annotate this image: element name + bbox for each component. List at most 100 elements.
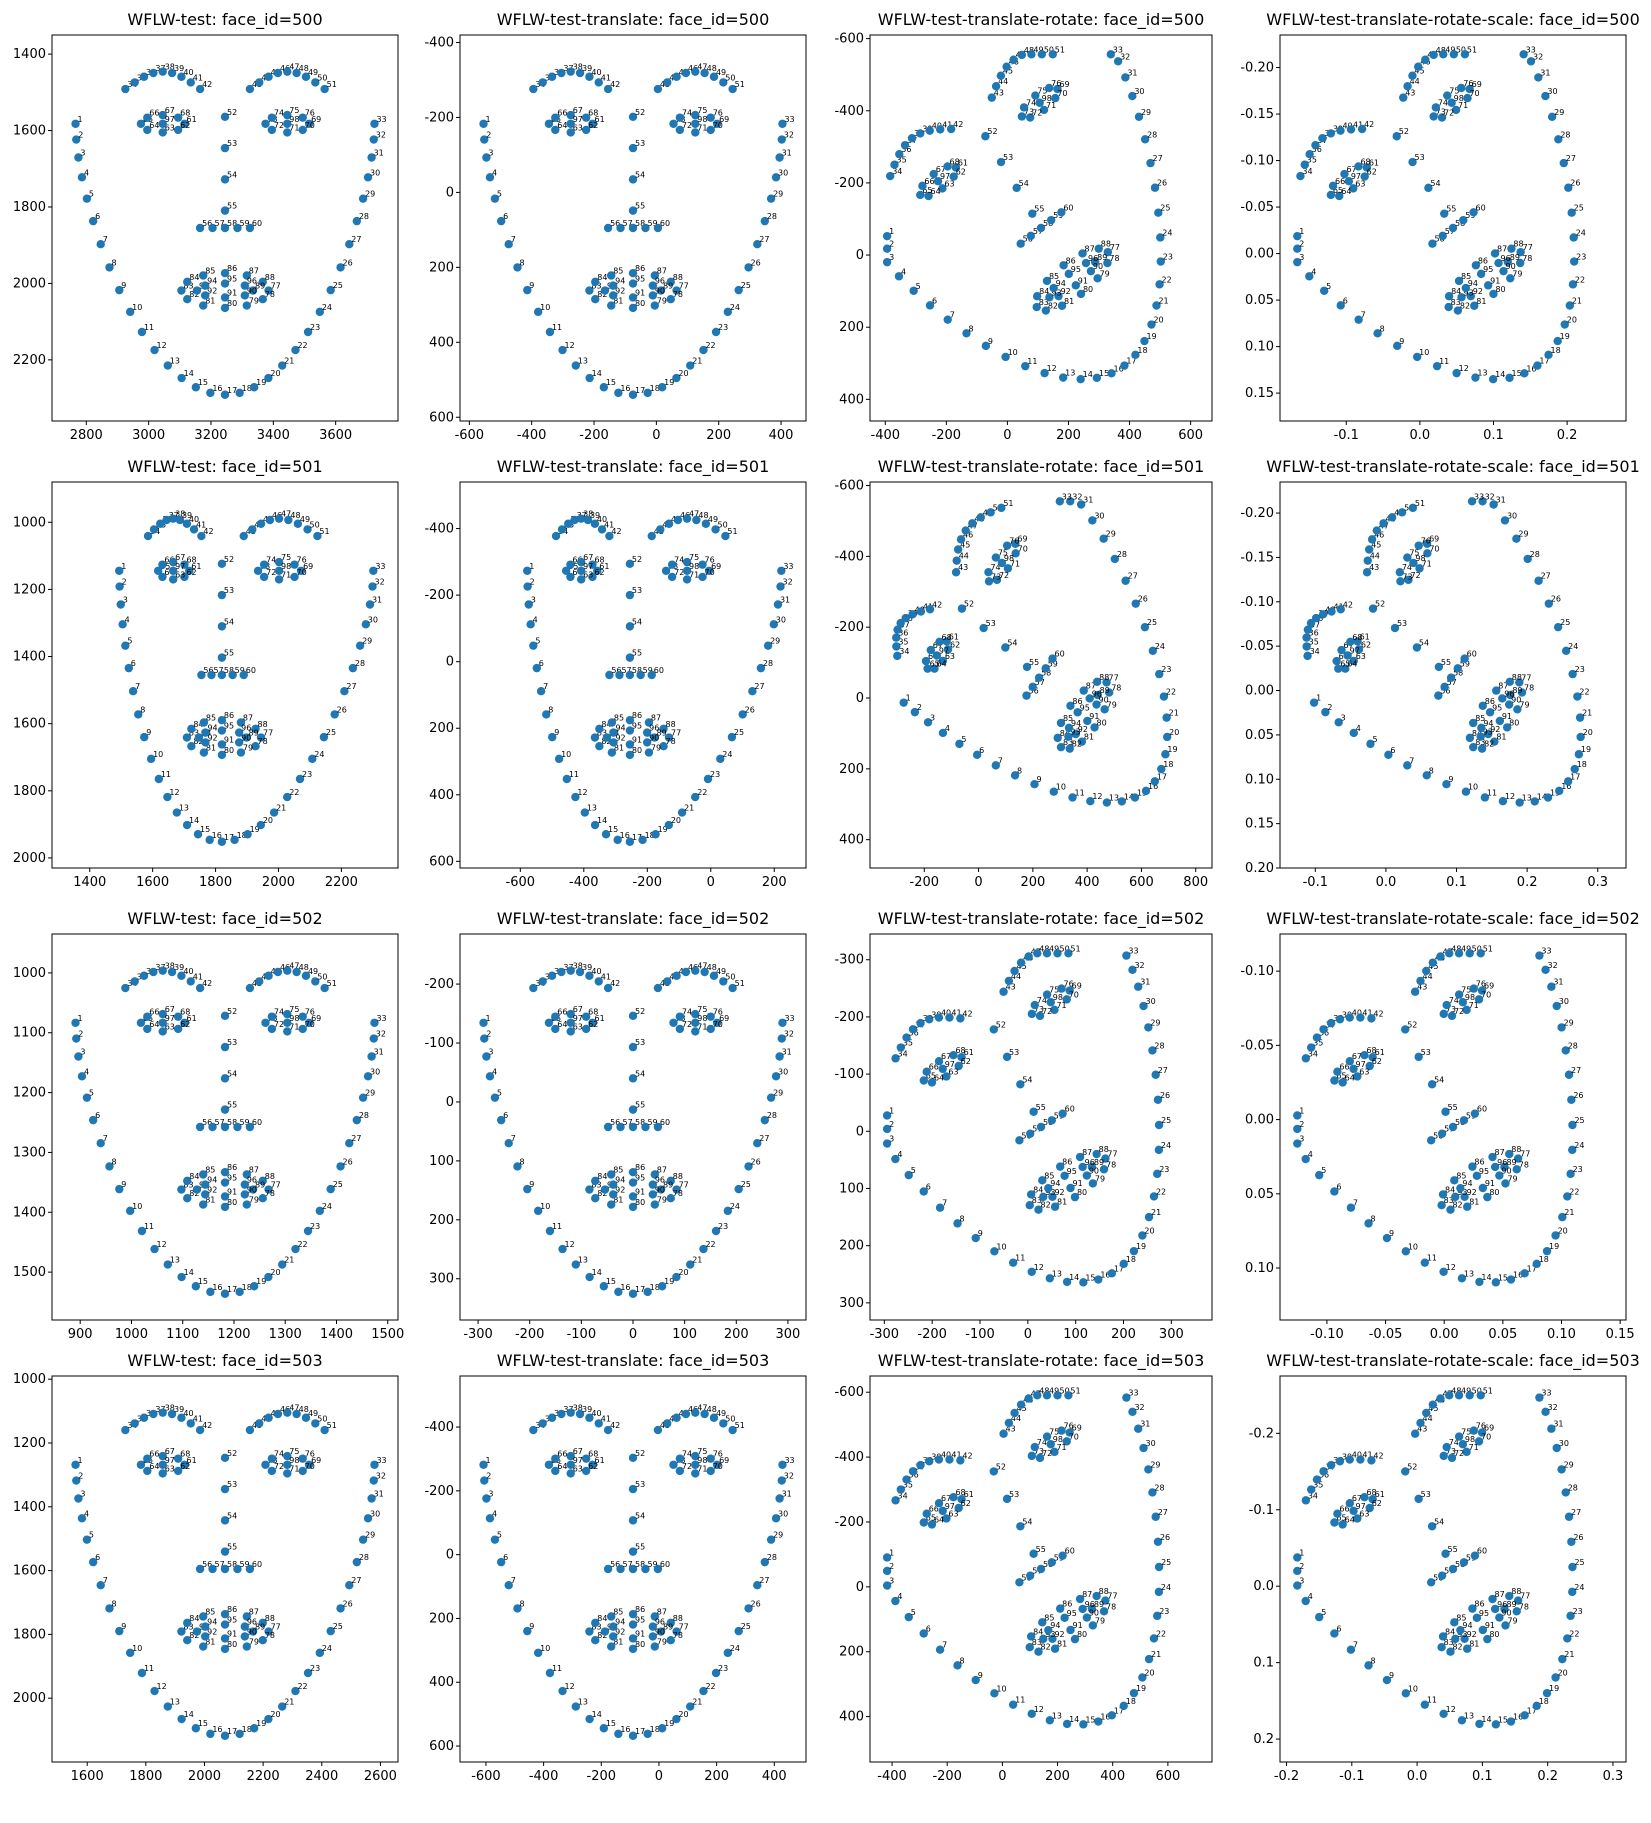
landmark-point	[348, 663, 358, 673]
x-tick-label: 2000	[188, 1769, 221, 1784]
landmark-label: 29	[1150, 1018, 1160, 1027]
landmark-label: 87	[657, 266, 667, 275]
landmark-point	[1373, 329, 1382, 338]
y-tick-label: 0.15	[1245, 817, 1274, 832]
landmark-point	[542, 710, 551, 719]
landmark-point	[1565, 301, 1575, 310]
landmark-point	[253, 566, 263, 575]
landmark-point	[228, 670, 237, 680]
landmark-label: 1	[486, 115, 491, 124]
landmark-label: 91	[1073, 1179, 1083, 1188]
landmark-label: 63	[175, 570, 185, 579]
landmark-label: 27	[1571, 1066, 1581, 1075]
landmark-label: 30	[370, 1067, 380, 1076]
landmark-label: 55	[227, 202, 237, 211]
landmark-point	[666, 277, 675, 287]
landmark-point	[183, 277, 192, 287]
landmark-label: 78	[1519, 1602, 1529, 1611]
landmark-label: 16	[212, 1283, 222, 1292]
landmark-label: 2	[889, 1562, 894, 1571]
landmark-label: 38	[573, 63, 583, 72]
landmark-label: 7	[103, 235, 108, 244]
landmark-label: 68	[594, 556, 604, 565]
landmark-point	[261, 119, 270, 128]
landmark-point	[590, 820, 600, 830]
landmark-point	[1131, 350, 1140, 360]
landmark-label: 97	[165, 1014, 175, 1023]
x-tick-label: 800	[1183, 875, 1208, 890]
landmark-label: 79	[1095, 1616, 1105, 1625]
landmark-point	[1293, 244, 1302, 253]
landmark-label: 83	[1451, 298, 1461, 307]
subplot-5: WFLW-test-translate: face_id=501-600 -400…	[424, 457, 807, 890]
landmark-point	[599, 383, 609, 392]
subplot-1: WFLW-test-translate: face_id=500-600 -400…	[424, 10, 807, 443]
landmark-label: 86	[224, 711, 234, 720]
y-tick-label: 0.0	[1253, 1579, 1274, 1594]
landmark-label: 5	[497, 1531, 502, 1540]
landmark-label: 15	[198, 378, 208, 387]
landmark-label: 71	[697, 123, 707, 132]
landmark-label: 22	[1162, 275, 1172, 284]
landmark-label: 33	[1541, 1389, 1551, 1398]
landmark-label: 52	[1407, 1462, 1417, 1471]
landmark-label: 31	[1553, 1420, 1563, 1429]
landmark-label: 54	[1022, 1517, 1032, 1526]
y-tick-label: 300	[839, 1296, 864, 1311]
y-tick-label: 1600	[13, 124, 46, 139]
landmark-label: 7	[950, 311, 955, 320]
landmark-label: 96	[1085, 1600, 1095, 1609]
landmark-label: 13	[587, 804, 597, 813]
landmark-point	[581, 113, 591, 122]
landmark-label: 13	[170, 1256, 180, 1265]
landmark-label: 97	[1350, 646, 1360, 655]
landmark-label: 81	[1064, 297, 1074, 306]
landmark-label: 6	[1336, 1182, 1341, 1191]
landmark-label: 53	[227, 139, 237, 148]
landmark-label: 76	[1009, 537, 1019, 546]
landmark-label: 23	[1573, 1607, 1583, 1616]
landmark-point	[274, 514, 284, 523]
landmark-point	[628, 143, 638, 153]
landmark-point	[177, 373, 186, 383]
landmark-label: 59	[1465, 211, 1475, 220]
x-tick-label: -400	[529, 1769, 559, 1784]
landmark-point	[628, 268, 638, 278]
subplot-title: WFLW-test-translate: face_id=502	[497, 909, 770, 929]
landmark-point	[206, 388, 215, 398]
landmark-label: 95	[635, 275, 645, 284]
landmark-label: 32	[1533, 52, 1543, 61]
landmark-label: 32	[1072, 492, 1082, 501]
landmark-label: 12	[565, 341, 575, 350]
landmark-point	[943, 162, 952, 171]
landmark-label: 5	[127, 637, 132, 646]
landmark-label: 11	[1439, 357, 1449, 366]
landmark-label: 89	[255, 282, 265, 291]
landmark-label: 66	[557, 109, 567, 118]
landmark-point	[1564, 183, 1573, 192]
landmark-label: 78	[1106, 1160, 1116, 1169]
landmark-label: 7	[103, 1576, 108, 1585]
landmark-label: 78	[666, 737, 676, 746]
landmark-label: 96	[1501, 254, 1511, 263]
landmark-label: 11	[552, 323, 562, 332]
landmark-point	[1466, 291, 1475, 301]
landmark-label: 28	[1154, 1483, 1164, 1492]
landmark-label: 6	[503, 1553, 508, 1562]
landmark-label: 9	[146, 728, 151, 737]
landmark-label: 67	[573, 1005, 583, 1014]
landmark-label: 4	[1308, 1592, 1313, 1601]
landmark-label: 62	[961, 1057, 971, 1066]
landmark-label: 53	[1415, 153, 1425, 162]
landmark-label: 58	[635, 219, 645, 228]
landmark-point	[1156, 257, 1165, 266]
landmark-point	[77, 173, 87, 182]
landmark-point	[547, 72, 557, 81]
landmark-label: 87	[1082, 1148, 1092, 1157]
landmark-label: 10	[996, 1684, 1006, 1693]
landmark-label: 20	[1558, 1668, 1568, 1677]
landmark-label: 96	[1504, 689, 1514, 698]
landmark-point	[1140, 135, 1150, 144]
landmark-point	[1476, 269, 1486, 279]
landmark-label: 96	[247, 277, 257, 286]
